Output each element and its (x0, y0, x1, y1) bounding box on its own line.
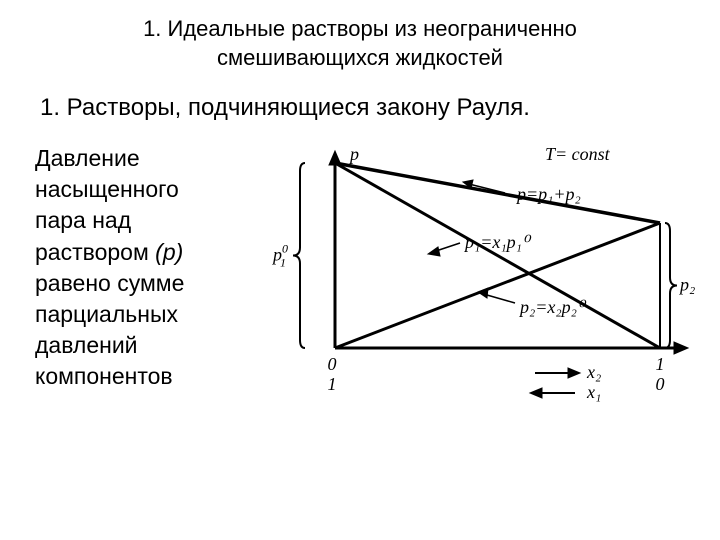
svg-text:p01: p01 (271, 242, 288, 270)
svg-text:p₂=x₂p₂⁰: p₂=x₂p₂⁰ (518, 297, 587, 317)
svg-text:1: 1 (656, 354, 665, 374)
svg-text:x₂: x₂ (586, 362, 601, 382)
svg-text:0: 0 (656, 374, 665, 394)
svg-text:T= const: T= const (545, 144, 611, 164)
page-subtitle: 1. Растворы, подчиняющиеся закону Рауля. (0, 72, 720, 138)
svg-text:p=p₁+p₂: p=p₁+p₂ (515, 184, 581, 204)
svg-text:x₁: x₁ (586, 382, 601, 402)
diagram-container: pT= constp=p₁+p₂p₁=x₁p₁⁰p₂=x₂p₂⁰p01p₂⁰01… (265, 138, 700, 423)
raoult-law-diagram: pT= constp=p₁+p₂p₁=x₁p₁⁰p₂=x₂p₂⁰p01p₂⁰01… (265, 138, 695, 418)
svg-text:p: p (348, 144, 359, 164)
svg-text:0: 0 (328, 354, 337, 374)
svg-text:1: 1 (328, 374, 337, 394)
page-title: 1. Идеальные растворы из неограниченно с… (0, 0, 720, 72)
svg-text:p₂⁰: p₂⁰ (678, 275, 695, 295)
svg-text:p₁=x₁p₁⁰: p₁=x₁p₁⁰ (463, 232, 532, 252)
description-text: Давление насыщенного пара над раствором … (35, 138, 265, 423)
